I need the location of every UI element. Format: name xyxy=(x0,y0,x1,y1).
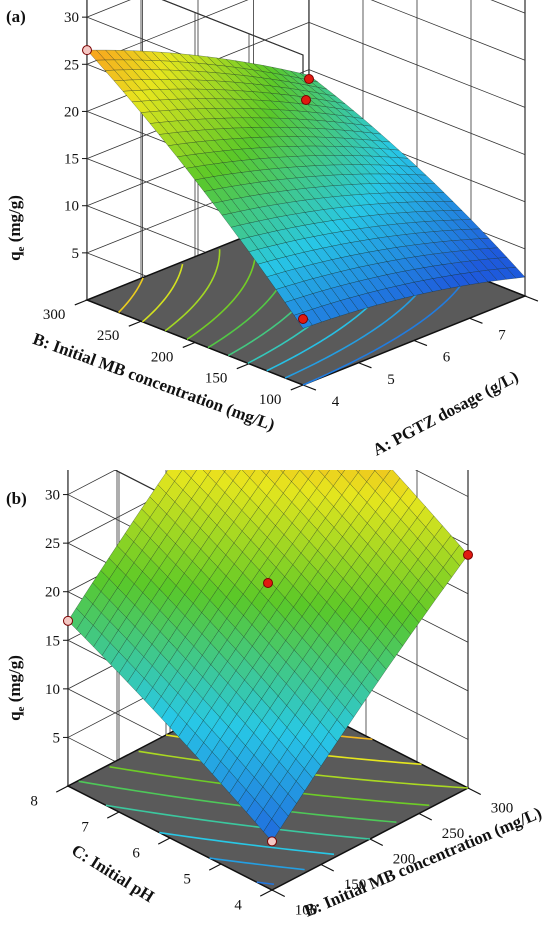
y-tick-label: 5 xyxy=(183,871,191,887)
x-tick-mark xyxy=(414,341,427,346)
z-tick-label: 5 xyxy=(72,246,80,262)
y-tick-mark xyxy=(56,786,68,792)
x-tick-mark xyxy=(303,385,316,390)
y-tick-label: 250 xyxy=(97,328,120,344)
design-point xyxy=(264,579,273,588)
x-tick-label: 7 xyxy=(498,327,506,343)
chart-panel-a: 510152025303545678100150200250300 (a) qe… xyxy=(0,0,550,470)
y-tick-mark xyxy=(107,812,119,818)
chart-panel-b: 510152025303510015020025030045678 (b) qe… xyxy=(0,470,550,939)
z-axis-label: qe (mg/g) xyxy=(5,195,27,261)
x-tick-mark xyxy=(359,363,372,368)
y-tick-mark xyxy=(158,838,170,844)
z-axis-label: qe (mg/g) xyxy=(5,655,27,721)
y-tick-label: 150 xyxy=(205,371,228,387)
y-tick-mark xyxy=(183,343,195,348)
x-tick-mark xyxy=(470,318,483,323)
z-tick-label: 20 xyxy=(64,104,79,120)
x-tick-mark xyxy=(272,890,285,897)
y-tick-label: 8 xyxy=(30,793,38,809)
z-tick-label: 25 xyxy=(64,57,79,73)
y-tick-label: 300 xyxy=(43,307,66,323)
design-point xyxy=(302,96,311,105)
z-tick-label: 10 xyxy=(64,199,79,215)
surface-plot-b: 510152025303510015020025030045678 (b) qe… xyxy=(0,470,550,939)
design-point xyxy=(64,616,73,625)
y-tick-mark xyxy=(260,890,272,896)
y-tick-label: 100 xyxy=(259,392,282,408)
z-tick-label: 15 xyxy=(45,633,60,649)
surface-plot-a: 510152025303545678100150200250300 (a) qe… xyxy=(0,0,550,470)
design-point xyxy=(268,837,277,846)
z-tick-label: 15 xyxy=(64,152,79,168)
y-tick-label: 6 xyxy=(132,845,140,861)
z-tick-label: 20 xyxy=(45,585,60,601)
y-tick-label: 4 xyxy=(234,897,242,913)
design-point xyxy=(464,550,473,559)
x-tick-mark xyxy=(321,865,334,872)
design-point xyxy=(83,46,92,55)
y-tick-label: 200 xyxy=(151,349,174,365)
y-axis-label: C: Initial pH xyxy=(68,840,157,906)
panel-label: (a) xyxy=(6,7,26,26)
y-tick-mark xyxy=(291,385,303,390)
panel-label: (b) xyxy=(6,489,27,508)
x-tick-mark xyxy=(525,296,538,301)
x-tick-label: 5 xyxy=(387,372,395,388)
y-tick-mark xyxy=(129,321,141,326)
x-tick-mark xyxy=(370,839,383,846)
y-tick-label: 7 xyxy=(81,819,89,835)
z-tick-label: 10 xyxy=(45,682,60,698)
z-tick-label: 30 xyxy=(64,10,79,26)
design-point xyxy=(299,315,308,324)
x-tick-label: 6 xyxy=(443,350,451,366)
y-tick-mark xyxy=(75,300,87,305)
y-tick-mark xyxy=(237,364,249,369)
y-tick-mark xyxy=(209,864,221,870)
design-point xyxy=(305,75,314,84)
z-tick-label: 25 xyxy=(45,536,60,552)
x-tick-mark xyxy=(468,788,481,795)
z-tick-label: 5 xyxy=(53,730,61,746)
x-tick-label: 4 xyxy=(332,394,340,410)
x-tick-mark xyxy=(419,814,432,821)
z-tick-label: 30 xyxy=(45,488,60,504)
